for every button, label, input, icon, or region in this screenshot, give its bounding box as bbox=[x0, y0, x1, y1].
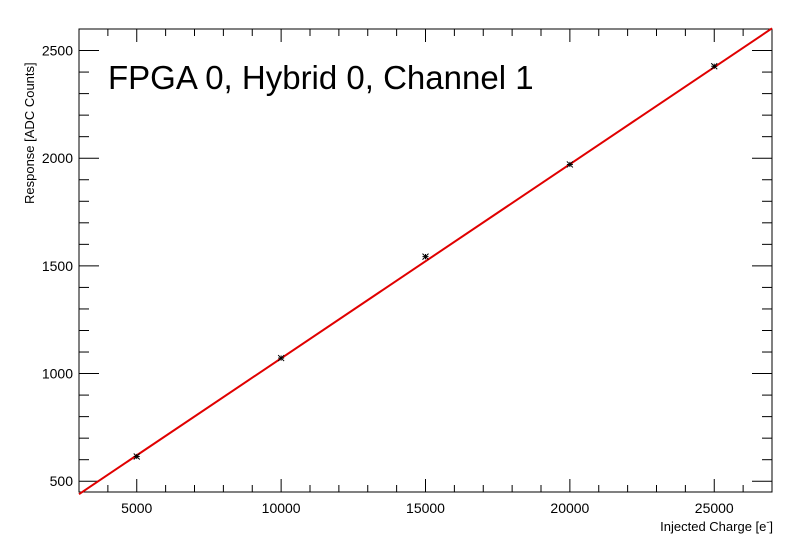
y-tick-label: 1000 bbox=[42, 366, 73, 382]
x-tick-label: 20000 bbox=[550, 500, 589, 516]
data-point bbox=[710, 62, 718, 70]
x-tick-label: 5000 bbox=[121, 500, 152, 516]
y-axis-label: Response [ADC Counts] bbox=[22, 62, 37, 204]
y-tick-label: 2000 bbox=[42, 150, 73, 166]
y-tick-label: 500 bbox=[50, 473, 74, 489]
marker-diag bbox=[133, 453, 141, 460]
x-axis-label-suffix: ] bbox=[769, 519, 773, 534]
data-point bbox=[422, 253, 429, 260]
x-tick-label: 25000 bbox=[695, 500, 734, 516]
marker-diag bbox=[422, 253, 429, 260]
x-axis-label-superscript: - bbox=[766, 517, 769, 527]
marker-diag bbox=[710, 62, 718, 70]
data-point bbox=[277, 354, 285, 362]
data-point bbox=[133, 453, 141, 460]
fit-line-layer bbox=[78, 27, 773, 495]
data-points-layer bbox=[133, 62, 718, 460]
data-point bbox=[566, 161, 574, 168]
marker-diag bbox=[566, 161, 574, 168]
x-tick-label: 15000 bbox=[406, 500, 445, 516]
fit-line bbox=[78, 27, 773, 495]
marker-diag bbox=[277, 354, 285, 362]
y-tick-label: 2500 bbox=[42, 43, 73, 59]
y-tick-label: 1500 bbox=[42, 258, 73, 274]
x-axis-label: Injected Charge [e-] bbox=[660, 517, 773, 534]
x-axis-label-main: Injected Charge [e bbox=[660, 519, 766, 534]
axis-ticks bbox=[78, 28, 773, 492]
chart-title: FPGA 0, Hybrid 0, Channel 1 bbox=[108, 59, 534, 96]
tick-labels-layer: 5000 10000 15000 20000 25000 500 1000 1500 2000 2… bbox=[42, 43, 734, 516]
x-tick-label: 10000 bbox=[262, 500, 301, 516]
